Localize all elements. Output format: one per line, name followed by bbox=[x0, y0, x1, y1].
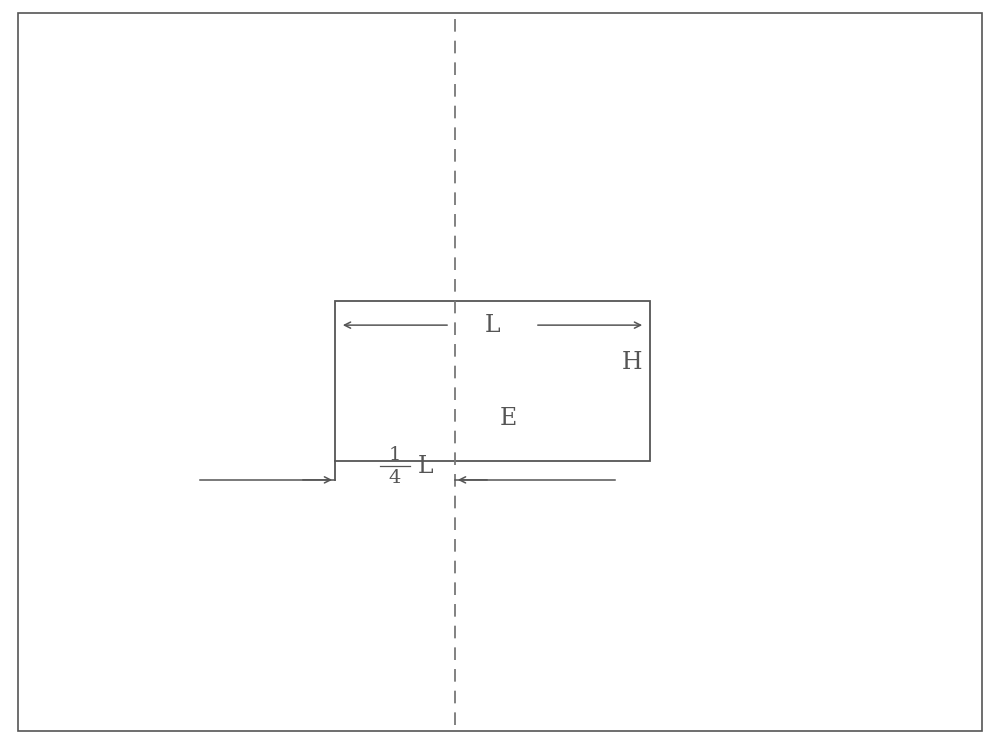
Text: L: L bbox=[418, 455, 434, 478]
Text: E: E bbox=[500, 406, 517, 429]
Text: H: H bbox=[622, 350, 642, 373]
Bar bbox=[335, 301, 650, 461]
Text: 4: 4 bbox=[389, 469, 401, 487]
Text: 1: 1 bbox=[389, 446, 401, 464]
Text: L: L bbox=[485, 314, 500, 336]
